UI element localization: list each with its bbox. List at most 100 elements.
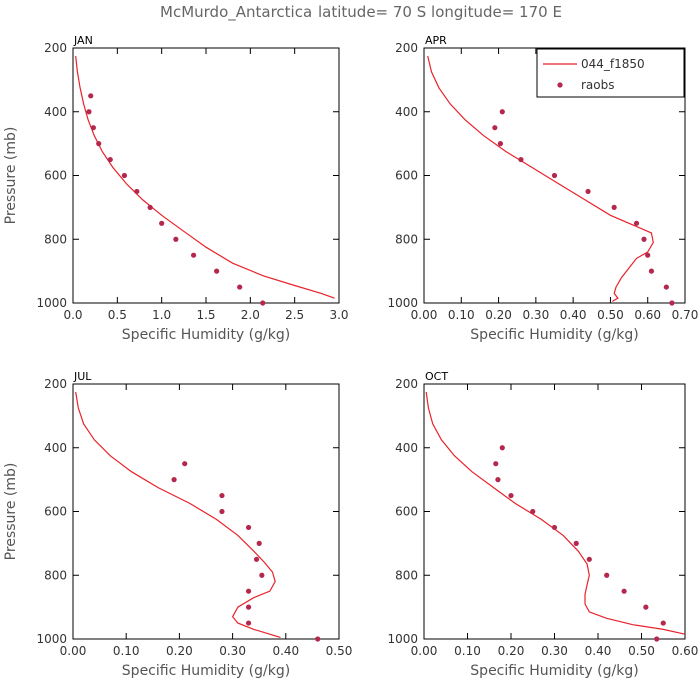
x-tick-label: 0.40 (585, 644, 612, 658)
raobs-point (551, 524, 558, 531)
raobs-point (497, 141, 504, 147)
raobs-point (551, 172, 558, 179)
panel-oct: OCT 0.00 0.10 0.20 0.30 0.40 0.50 0.60 200 400 600… (387, 370, 698, 679)
x-tick-label: 0.30 (541, 644, 568, 658)
raobs-point (245, 620, 252, 626)
raobs-point (173, 236, 179, 242)
y-tick-label: 800 (395, 568, 418, 582)
raobs-point (88, 93, 94, 99)
plot-frame (423, 383, 686, 640)
raobs-point (641, 236, 647, 242)
y-tick-label: 200 (395, 41, 418, 55)
plot-frame (72, 47, 340, 304)
raobs-point (256, 540, 262, 546)
raobs-point (660, 620, 666, 626)
legend-box (536, 48, 685, 98)
figure-title-location: latitude= 70 S longitude= 170 E (318, 3, 562, 21)
legend-label-model: 044_f1850 (581, 57, 645, 71)
raobs-point (493, 461, 499, 467)
raobs-point (219, 508, 225, 515)
raobs-point (190, 252, 197, 258)
raobs-point (530, 508, 536, 515)
x-tick-label: 0.5 (108, 308, 127, 322)
x-tick-label: 0.10 (448, 308, 475, 322)
raobs-point (90, 125, 96, 131)
y-tick-label: 800 (44, 232, 67, 246)
raobs-point (315, 636, 321, 642)
raobs-point (237, 284, 243, 290)
raobs-point (499, 109, 505, 115)
panel-title: OCT (425, 370, 448, 383)
raobs-point (648, 268, 655, 274)
y-tick-label: 600 (44, 169, 67, 183)
x-tick-label: 0.30 (522, 308, 549, 322)
x-tick-label: 1.0 (152, 308, 171, 322)
plot-frame (72, 383, 340, 640)
x-tick-label: 2.5 (285, 308, 304, 322)
series-line-model (425, 391, 686, 635)
raobs-point (585, 188, 591, 195)
raobs-point (219, 492, 225, 499)
x-tick-label: 0.0 (63, 308, 82, 322)
y-axis-title: Pressure (mb) (3, 463, 19, 561)
panel-apr: APR 0.00 0.10 0.20 0.30 0.40 0.50 0.60 0.70 200 40… (387, 34, 698, 343)
x-tick-label: 0.00 (411, 308, 438, 322)
raobs-point (86, 109, 92, 115)
y-tick-label: 1000 (36, 296, 67, 310)
x-tick-label: 0.60 (634, 308, 661, 322)
raobs-point (499, 445, 505, 451)
raobs-point (214, 268, 220, 274)
panel-title: JUL (73, 370, 92, 383)
panels: JAN 0.0 0.5 1.0 1.5 2.0 2.5 3.0 200 400 600 800 1000… (3, 34, 698, 679)
raobs-point (245, 588, 252, 594)
series-line-model (427, 55, 654, 302)
panel-title: APR (425, 34, 447, 47)
raobs-point (654, 636, 660, 642)
x-tick-label: 0.20 (166, 644, 193, 658)
x-tick-label: 0.10 (454, 644, 481, 658)
y-tick-label: 400 (395, 441, 418, 455)
raobs-point (245, 524, 252, 531)
raobs-point (134, 188, 140, 195)
x-tick-label: 2.0 (241, 308, 260, 322)
y-tick-label: 600 (395, 169, 418, 183)
x-tick-label: 0.60 (672, 644, 699, 658)
y-tick-label: 800 (44, 568, 67, 582)
y-tick-label: 1000 (36, 632, 67, 646)
x-tick-label: 1.5 (196, 308, 215, 322)
x-tick-label: 0.20 (485, 308, 512, 322)
y-tick-label: 600 (395, 505, 418, 519)
x-tick-label: 0.10 (113, 644, 140, 658)
x-tick-label: 0.00 (411, 644, 438, 658)
raobs-point (586, 556, 592, 562)
raobs-point (495, 477, 501, 483)
raobs-point (508, 492, 514, 499)
raobs-point (518, 156, 524, 163)
y-tick-label: 200 (44, 377, 67, 391)
y-axis-title: Pressure (mb) (3, 127, 19, 225)
x-tick-label: 0.40 (272, 644, 299, 658)
raobs-point (121, 172, 128, 179)
raobs-point (492, 125, 498, 131)
raobs-point (611, 204, 617, 210)
raobs-point (669, 300, 675, 306)
series-line-model (75, 55, 335, 299)
raobs-point (604, 572, 610, 578)
legend-label-raobs: raobs (581, 78, 615, 92)
x-axis-title: Specific Humidity (g/kg) (470, 663, 638, 679)
x-tick-label: 0.50 (326, 644, 353, 658)
y-tick-label: 1000 (387, 632, 418, 646)
raobs-point (260, 300, 266, 306)
raobs-point (253, 556, 260, 562)
raobs-point (573, 540, 579, 546)
panel-jan: JAN 0.0 0.5 1.0 1.5 2.0 2.5 3.0 200 400 600 800 1000… (3, 34, 349, 343)
raobs-point (645, 252, 651, 258)
raobs-point (259, 572, 265, 578)
raobs-point (159, 220, 165, 226)
y-tick-label: 400 (44, 105, 67, 119)
legend-dot-swatch (557, 82, 563, 88)
series-line-model (75, 391, 281, 638)
y-tick-label: 800 (395, 232, 418, 246)
raobs-point (643, 604, 649, 610)
